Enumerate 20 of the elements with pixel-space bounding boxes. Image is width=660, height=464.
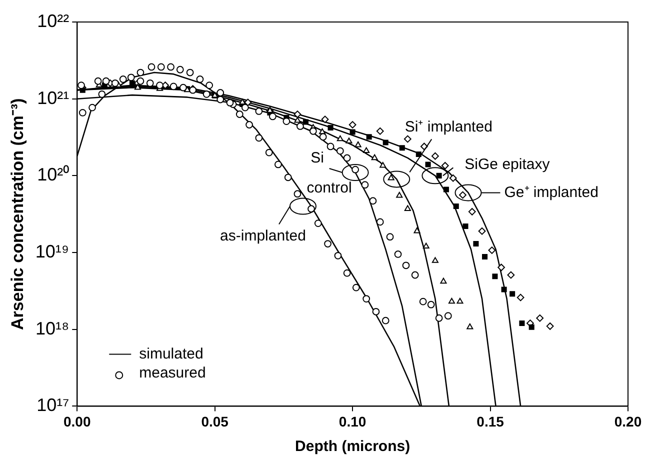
x-tick-label: 0.05 bbox=[201, 413, 229, 430]
y-axis-title: Arsenic concentration (cm⁻³) bbox=[8, 98, 27, 330]
y-tick-label: 10¹⁸ bbox=[36, 318, 70, 338]
annotation: Ge⁺ implanted bbox=[504, 184, 598, 201]
annotation: Si control bbox=[306, 150, 352, 197]
y-tick-label: 10¹⁷ bbox=[36, 395, 70, 416]
legend-label: simulated bbox=[139, 345, 204, 362]
x-axis-title: Depth (microns) bbox=[295, 438, 410, 456]
legend-label: measured bbox=[139, 364, 206, 382]
x-tick-label: 0.00 bbox=[64, 413, 91, 430]
y-tick-label: 10²² bbox=[37, 10, 70, 31]
annotation: as-implanted bbox=[220, 227, 306, 244]
annotation: SiGe epitaxy bbox=[464, 156, 550, 173]
x-tick-label: 0.15 bbox=[476, 413, 504, 430]
x-tick-label: 0.10 bbox=[338, 413, 366, 430]
y-tick-label: 10¹⁹ bbox=[35, 241, 70, 262]
y-tick-label: 10²¹ bbox=[37, 88, 70, 108]
annotation: Si⁺ implanted bbox=[404, 118, 492, 136]
y-tick-label: 10²⁰ bbox=[37, 164, 70, 185]
x-tick-label: 0.20 bbox=[614, 413, 642, 430]
